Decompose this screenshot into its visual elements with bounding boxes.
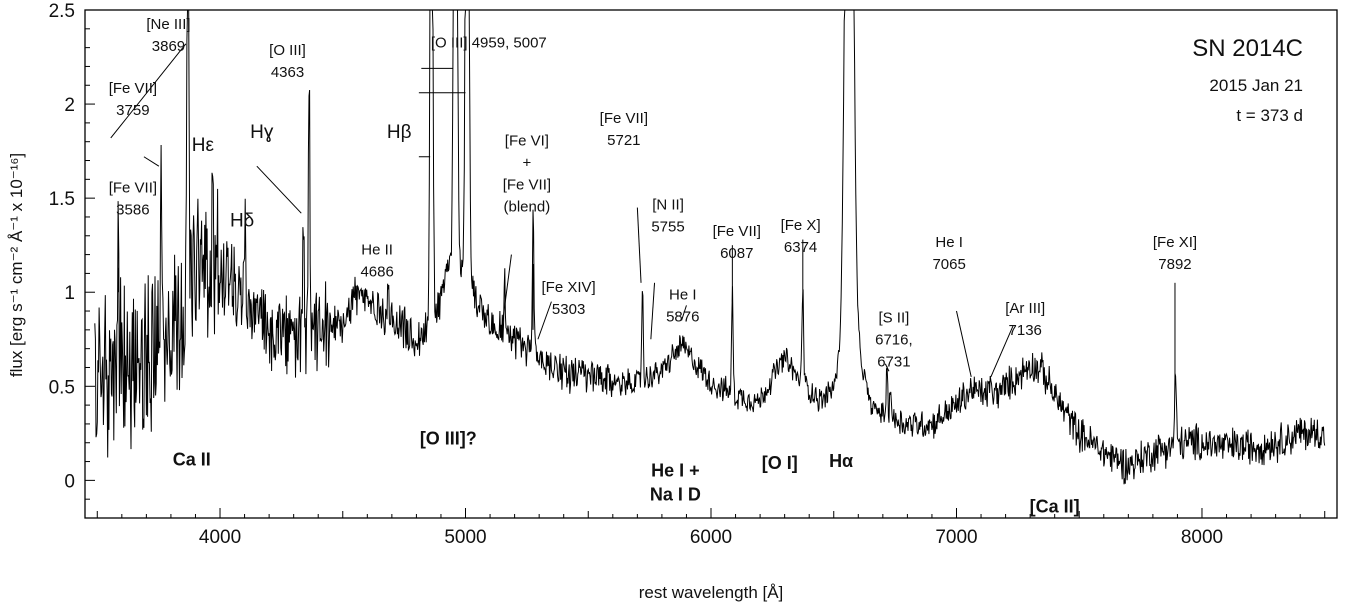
x-tick-label: 7000 <box>935 527 977 548</box>
line-annotation-label: Hβ <box>387 122 412 143</box>
line-annotation-label: [Fe X] <box>781 217 821 234</box>
line-annotation-label: Hɣ <box>250 122 274 143</box>
chart-subtitle-date: 2015 Jan 21 <box>1209 76 1303 95</box>
line-annotation-label: [Fe VII] <box>109 80 157 97</box>
line-annotation-label: [O III] <box>269 42 306 59</box>
line-annotation-label: [O I] <box>762 453 798 473</box>
line-annotation-label: [Fe XIV] <box>542 279 596 296</box>
chart-subtitle-epoch: t = 373 d <box>1236 106 1303 125</box>
annotation-leader <box>681 305 687 321</box>
annotation-leader-lines <box>110 43 1176 378</box>
annotation-leader <box>537 301 552 340</box>
line-annotation-label: Na I D <box>650 485 701 505</box>
line-annotation-label: 7136 <box>1009 322 1042 339</box>
annotation-leader <box>990 325 1014 378</box>
line-annotation-label: 6087 <box>720 245 753 262</box>
line-annotation-label: He I <box>669 287 697 304</box>
line-annotation-label: [Ne III] <box>146 16 190 33</box>
annotation-leader <box>884 363 890 372</box>
line-annotation-label: [Fe VI] <box>505 132 549 149</box>
annotation-leader <box>256 165 302 214</box>
plot-frame <box>84 9 1338 519</box>
line-annotation-label: He I + <box>651 461 700 481</box>
line-annotation-label: [Fe XI] <box>1153 234 1197 251</box>
line-annotation-label: [Fe VII] <box>600 110 648 127</box>
line-annotation-label: 7892 <box>1158 256 1191 273</box>
spectrum-series-line <box>94 9 1326 485</box>
chart-title: SN 2014C <box>1192 35 1303 62</box>
line-annotation-label: He II <box>361 242 393 259</box>
line-annotation-label: + <box>522 154 531 171</box>
line-annotation-label: 3869 <box>152 38 185 55</box>
y-tick-label: 2.5 <box>49 1 75 22</box>
line-annotation-label: 5876 <box>666 309 699 326</box>
line-annotation-label: 5303 <box>552 301 585 318</box>
line-annotation-label: 4686 <box>360 264 393 281</box>
y-tick-label: 0 <box>64 471 75 492</box>
line-annotation-label: Hα <box>829 451 853 471</box>
y-tick-label: 0.5 <box>49 377 75 398</box>
line-annotation-label: [N II] <box>652 196 684 213</box>
annotation-leader <box>143 156 160 167</box>
annotation-leader <box>650 282 656 340</box>
line-annotation-label: [Fe VII] <box>109 180 157 197</box>
line-annotation-label: 4363 <box>271 64 304 81</box>
x-tick-label: 6000 <box>690 527 732 548</box>
x-axis-ticks: 4000 5000 6000 7000 8000 <box>96 508 1326 548</box>
line-annotation-label: [Ar III] <box>1005 300 1045 317</box>
y-axis-ticks: 0 0.5 1 1.5 2 2.5 <box>49 1 95 519</box>
line-annotation-label: 3759 <box>116 102 149 119</box>
annotation-leader <box>501 254 512 327</box>
y-axis-label: flux [erg s⁻¹ cm⁻² Å⁻¹ x 10⁻¹⁶] <box>7 153 26 377</box>
line-annotations: [Ne III] 3869 [Fe VII] 3759 [Fe VII] 3586 Hε Hδ… <box>109 16 1197 517</box>
annotation-leader <box>110 43 187 139</box>
line-annotation-label: 6374 <box>784 239 817 256</box>
annotation-leader <box>636 207 642 283</box>
line-annotation-label: He I <box>935 234 963 251</box>
line-annotation-label: [Fe VII] <box>503 176 551 193</box>
x-axis-label: rest wavelength [Å] <box>639 583 784 602</box>
line-annotation-label: 6716, <box>875 331 913 348</box>
line-annotation-label: Ca II <box>173 449 211 469</box>
line-annotation-label: [O III]? <box>420 429 477 449</box>
line-annotation-label: (blend) <box>504 198 551 215</box>
x-tick-label: 8000 <box>1181 527 1223 548</box>
annotation-leader <box>956 310 972 377</box>
line-annotation-label: [Fe VII] <box>713 223 761 240</box>
line-annotation-label: [Ca II] <box>1030 496 1080 516</box>
x-tick-label: 4000 <box>199 527 241 548</box>
line-annotation-label: Hε <box>192 135 215 156</box>
x-tick-label: 5000 <box>444 527 486 548</box>
line-annotation-label: Hδ <box>230 210 254 231</box>
line-annotation-label: 5755 <box>651 218 684 235</box>
y-tick-label: 1 <box>64 283 75 304</box>
line-annotation-label: 5721 <box>607 132 640 149</box>
line-annotation-label: [S II] <box>878 309 909 326</box>
line-annotation-label: 7065 <box>932 256 965 273</box>
line-annotation-label: 6731 <box>877 353 910 370</box>
line-annotation-label: [O III] 4959, 5007 <box>431 35 547 52</box>
line-annotation-label: 3586 <box>116 202 149 219</box>
y-tick-label: 1.5 <box>49 189 75 210</box>
y-tick-label: 2 <box>64 95 75 116</box>
